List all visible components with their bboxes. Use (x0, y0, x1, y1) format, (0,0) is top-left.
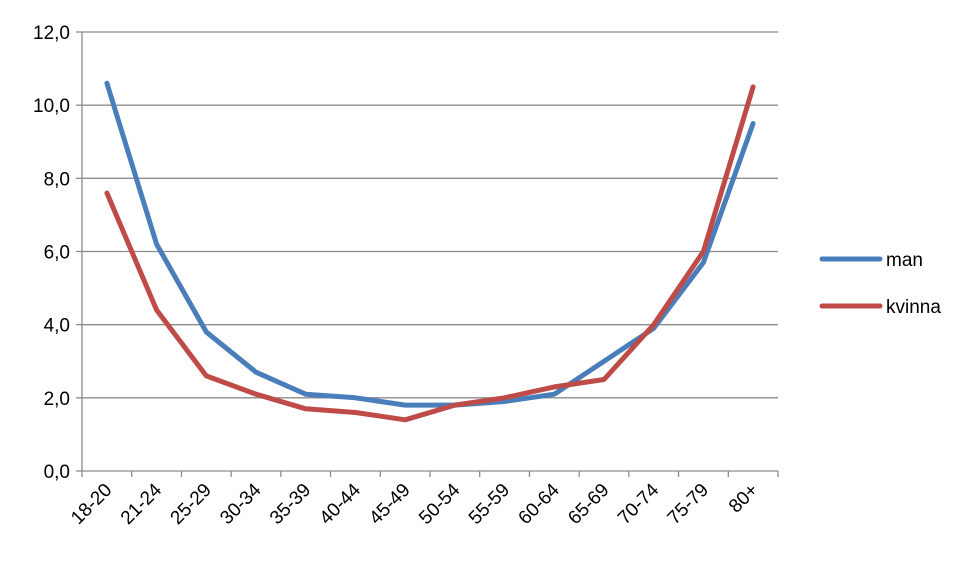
y-tick-label: 8,0 (44, 169, 70, 190)
y-tick-label: 12,0 (33, 23, 70, 44)
x-tick-label: 60-64 (515, 479, 565, 529)
x-tick-label: 40-44 (316, 479, 366, 529)
y-tick-label: 0,0 (44, 462, 70, 483)
series-line-man (104, 80, 756, 408)
series-lines (104, 80, 756, 423)
series-line-kvinna (104, 84, 756, 423)
x-tick-label: 50-54 (415, 479, 465, 529)
x-tick-label: 80+ (725, 480, 763, 518)
legend-label-man: man (886, 250, 923, 271)
x-tick-label: 30-34 (216, 479, 266, 529)
x-tick-label: 55-59 (465, 480, 514, 529)
x-tick-label: 75-79 (664, 480, 713, 529)
y-tick-label: 2,0 (44, 389, 70, 410)
x-tick-label: 65-69 (564, 480, 613, 529)
legend: man kvinna (819, 250, 941, 318)
y-tick-label: 4,0 (44, 316, 70, 337)
legend-label-kvinna: kvinna (886, 297, 941, 318)
x-tick-label: 35-39 (266, 480, 315, 529)
x-tick-label: 25-29 (167, 480, 216, 529)
x-axis: 18-20 21-24 25-29 30-34 35-39 40-44 45-49 50-54… (67, 470, 779, 529)
x-tick-label: 70-74 (614, 479, 664, 529)
x-tick-label: 45-49 (365, 480, 414, 529)
y-tick-label: 10,0 (33, 96, 70, 117)
y-tick-label: 6,0 (44, 243, 70, 264)
x-tick-label: 21-24 (117, 479, 167, 529)
gridlines (82, 31, 778, 399)
y-axis: 0,0 2,0 4,0 6,0 8,0 10,0 12,0 (33, 23, 83, 483)
x-tick-label: 18-20 (67, 480, 116, 529)
